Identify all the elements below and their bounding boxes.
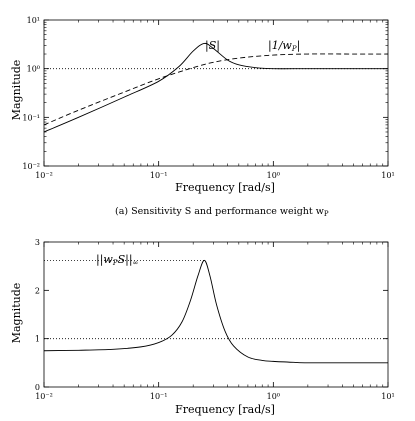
- inverse-weight-label: |1/wP|: [268, 39, 300, 53]
- weighted-sensitivity-curve: [43, 259, 388, 364]
- x-tick-label: 10⁻²: [35, 171, 53, 180]
- x-tick-label: 10⁰: [267, 392, 280, 401]
- peak-norm-label: ||wPS||∞: [96, 253, 138, 267]
- top-caption: (a) Sensitivity S and performance weight…: [115, 206, 329, 218]
- inverse-weight-curve: [43, 53, 388, 126]
- y-tick-label: 0: [35, 383, 40, 392]
- bottom-x-axis-label: Frequency [rad/s]: [175, 403, 275, 416]
- x-tick-label: 10⁻²: [35, 392, 53, 401]
- y-tick-label: 10⁻²: [22, 162, 40, 171]
- top-x-axis-label: Frequency [rad/s]: [175, 181, 275, 194]
- bot-axes-box: [43, 241, 389, 388]
- bottom-series-group: [43, 259, 388, 364]
- y-tick-label: 10⁰: [27, 65, 40, 74]
- top-axes-box: [43, 19, 389, 167]
- bottom-plot-frame: [43, 241, 389, 388]
- bottom-reference-lines: [44, 259, 388, 340]
- x-tick-label: 10⁻¹: [150, 171, 168, 180]
- y-tick-label: 2: [35, 286, 40, 295]
- weighted-sensitivity-plot: 10⁻² 10⁻¹ 10⁰ 10¹ 0 1 2 3 Magnitude Frequency […: [10, 238, 395, 416]
- s-magnitude-label: |S|: [205, 39, 220, 53]
- y-tick-label: 3: [35, 238, 40, 247]
- x-tick-label: 10¹: [381, 171, 394, 180]
- x-tick-label: 10¹: [381, 392, 394, 401]
- sensitivity-curve: [43, 42, 388, 133]
- y-tick-label: 10¹: [27, 16, 40, 25]
- sensitivity-plot: 10⁻² 10⁻¹ 10⁰ 10¹ 10⁻² 10⁻¹ 10⁰ 10¹ Magnitude F…: [10, 16, 395, 218]
- bottom-ticks: 10⁻² 10⁻¹ 10⁰ 10¹ 0 1 2 3: [35, 238, 395, 401]
- top-ticks: 10⁻² 10⁻¹ 10⁰ 10¹ 10⁻² 10⁻¹ 10⁰ 10¹: [22, 16, 394, 180]
- x-tick-label: 10⁻¹: [150, 392, 168, 401]
- top-plot-frame: [43, 19, 389, 167]
- top-series-group: [43, 42, 388, 133]
- y-tick-label: 1: [35, 335, 40, 344]
- top-y-axis-label: Magnitude: [10, 60, 23, 121]
- y-tick-label: 10⁻¹: [22, 113, 40, 122]
- x-tick-label: 10⁰: [267, 171, 280, 180]
- bottom-y-axis-label: Magnitude: [10, 283, 23, 344]
